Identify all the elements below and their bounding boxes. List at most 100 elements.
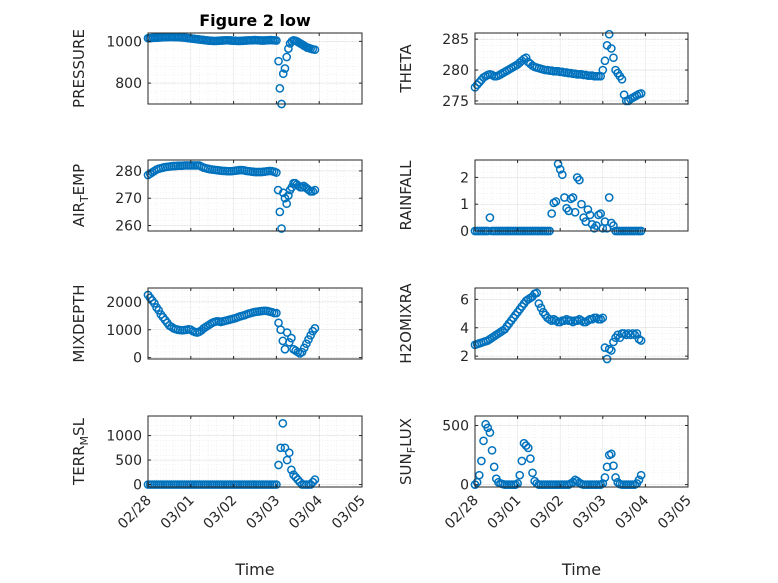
data-point xyxy=(609,337,618,347)
y-axis-label: THETA xyxy=(397,44,415,94)
data-point xyxy=(609,53,618,63)
data-point xyxy=(604,29,614,39)
y-tick-label: 275 xyxy=(442,94,469,110)
data-point xyxy=(636,470,646,480)
data-point xyxy=(154,305,164,315)
y-axis-label-tail: EMP xyxy=(70,164,88,195)
data-point xyxy=(150,298,159,308)
y-axis-label: PRESSURE xyxy=(70,29,88,108)
data-point xyxy=(474,78,484,87)
y-tick-label: 2000 xyxy=(106,295,142,311)
axes-box xyxy=(147,159,363,232)
data-point xyxy=(280,443,290,453)
data-point xyxy=(521,53,531,63)
data-point xyxy=(308,477,318,487)
data-point xyxy=(275,83,285,93)
chart-title: Figure 2 low xyxy=(199,11,311,30)
y-axis-label: TERRMSL xyxy=(70,417,91,486)
axes-background xyxy=(148,33,362,104)
data-point xyxy=(583,205,593,214)
data-point xyxy=(274,460,283,470)
data-point xyxy=(284,448,294,458)
y-tick-label: 280 xyxy=(115,164,142,180)
data-point xyxy=(274,56,283,66)
data-point xyxy=(474,470,484,480)
data-point xyxy=(272,308,281,318)
axes-background xyxy=(475,288,688,359)
x-tick-label: 03/02 xyxy=(527,493,567,533)
y-axis-label: RAINFALL xyxy=(397,160,415,231)
data-point xyxy=(485,213,495,222)
data-point xyxy=(287,333,296,343)
data-point xyxy=(293,475,303,485)
data-point xyxy=(557,170,567,180)
data-point xyxy=(526,454,535,463)
data-point xyxy=(617,74,627,84)
y-tick-label: 500 xyxy=(115,453,142,469)
x-tick-label: 02/28 xyxy=(115,493,155,533)
subplot-8: 0 500 SUNFLUX 02/28 03/01 03/02 03/03 03/04 03/0… xyxy=(397,415,695,579)
y-tick-label: 0 xyxy=(460,478,469,494)
y-tick-label: 1000 xyxy=(106,429,142,445)
data-point xyxy=(598,65,608,75)
data-point xyxy=(299,343,309,353)
x-tick-label: 03/03 xyxy=(243,493,283,533)
y-axis-label-tail: LUX xyxy=(397,418,415,447)
data-point xyxy=(278,69,288,79)
axes-background xyxy=(475,416,688,487)
data-point xyxy=(284,191,293,200)
subplot-7: 0 500 1000 TERRMSL 02/28 03/01 03/02 03/03 03/04… xyxy=(70,415,369,579)
x-tick-label: 03/01 xyxy=(158,493,198,533)
data-point xyxy=(291,472,301,482)
data-point xyxy=(536,303,546,313)
subplot-5: 0 1000 2000 MIXDEPTH xyxy=(70,284,363,367)
data-point xyxy=(555,165,565,174)
data-point xyxy=(600,56,610,66)
data-point xyxy=(534,299,544,308)
y-tick-label: 1000 xyxy=(106,323,142,339)
data-point xyxy=(636,336,646,345)
data-point xyxy=(596,209,606,218)
data-point xyxy=(521,441,531,450)
data-point xyxy=(489,462,499,472)
axes-box xyxy=(147,287,363,360)
data-point xyxy=(600,473,610,482)
x-axis-label: Time xyxy=(561,560,601,579)
data-point xyxy=(284,44,293,54)
data-point xyxy=(302,339,311,349)
data-point xyxy=(634,475,644,485)
data-point xyxy=(606,44,616,53)
y-tick-label: 2 xyxy=(460,170,469,186)
data-point xyxy=(477,456,486,466)
y-tick-label: 0 xyxy=(133,478,142,494)
data-point xyxy=(568,193,578,202)
data-point xyxy=(289,470,298,480)
data-point xyxy=(479,436,488,446)
y-axis-label-main: TERR xyxy=(70,445,88,486)
data-point xyxy=(282,199,292,209)
y-tick-label: 285 xyxy=(442,32,469,48)
data-point xyxy=(310,45,320,55)
x-tick-label: 03/04 xyxy=(286,492,326,532)
data-point xyxy=(304,185,314,195)
x-tick-label: 03/03 xyxy=(570,493,610,533)
y-axis-label-main: AIR xyxy=(70,202,88,227)
data-point xyxy=(547,209,557,218)
axes-box xyxy=(474,159,689,232)
data-point xyxy=(632,329,642,338)
data-point xyxy=(568,477,578,487)
axes-box xyxy=(474,415,689,488)
x-tick-label: 03/05 xyxy=(655,493,695,533)
data-point xyxy=(570,207,580,217)
data-point xyxy=(280,344,290,354)
data-point xyxy=(282,52,292,62)
y-tick-label: 1 xyxy=(460,197,469,213)
data-point xyxy=(515,470,525,480)
subplot-6: 2 4 6 H2OMIXRA xyxy=(397,283,689,365)
y-axis-label: MIXDEPTH xyxy=(70,284,88,362)
data-point xyxy=(598,313,608,323)
data-point xyxy=(483,423,493,433)
y-tick-label: 2 xyxy=(460,349,469,365)
data-point xyxy=(310,324,320,333)
axes-background xyxy=(148,160,362,231)
